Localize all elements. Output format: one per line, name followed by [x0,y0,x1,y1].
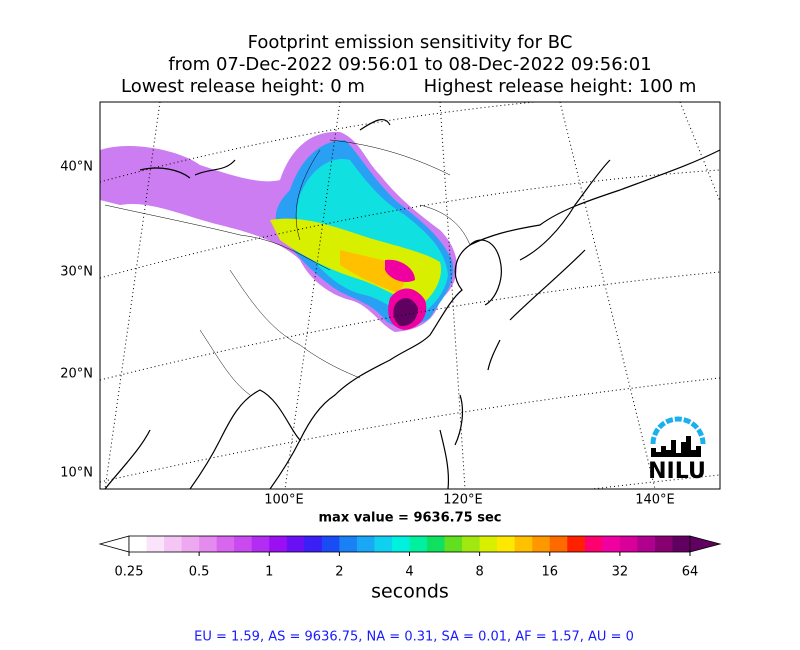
tick-label: 64 [682,565,699,580]
color-step [619,536,638,552]
release-high: Highest release height: 100 m [424,76,697,97]
tick-label: 1 [265,565,273,580]
footer: EU = 1.59, AS = 9636.75, NA = 0.31, SA =… [194,630,634,645]
color-step [532,536,551,552]
color-step [374,536,393,552]
map-frame [99,101,721,490]
tick-label: 16 [541,565,558,580]
color-step [479,536,498,552]
title-line: Footprint emission sensitivity for BC [248,32,573,53]
lon-label: 140°E [635,493,675,508]
color-step [199,536,218,552]
lat-label: 40°N [60,160,93,175]
color-step [269,536,288,552]
extend-high [689,535,722,553]
color-step [321,536,340,552]
lat-label: 10°N [60,466,93,481]
tick-label: 32 [612,565,629,580]
tick-label: 2 [335,565,343,580]
color-step [584,536,603,552]
color-step [514,536,533,552]
color-step [234,536,253,552]
lon-label: 100°E [264,493,304,508]
color-step [216,536,235,552]
color-step [251,536,270,552]
colorbar: 0.25 0.5 1 2 4 8 16 32 64 [98,535,722,580]
lat-label: 20°N [60,367,93,382]
color-step [409,536,428,552]
color-step [391,536,410,552]
color-step [339,536,358,552]
color-step [164,536,183,552]
extend-low [98,535,130,553]
lon-label: 120°E [443,493,483,508]
color-step [602,536,621,552]
lat-label: 30°N [60,265,93,280]
nilu-logo: NILU [648,416,706,484]
color-step [672,536,691,552]
title-line: from 07-Dec-2022 09:56:01 to 08-Dec-2022… [168,54,651,75]
color-step [654,536,673,552]
color-step [444,536,463,552]
color-step [637,536,656,552]
color-step [129,536,148,552]
color-step [356,536,375,552]
max-value: max value = 9636.75 sec [319,511,502,526]
plume [100,131,457,332]
color-step [181,536,200,552]
tick-label: 0.25 [115,565,144,580]
tick-label: 8 [475,565,483,580]
color-step [146,536,165,552]
color-step [567,536,586,552]
map [100,102,720,489]
logo-text: NILU [648,459,706,484]
color-step [549,536,568,552]
tick-label: 0.5 [189,565,210,580]
color-step [462,536,481,552]
color-step [427,536,446,552]
release-low: Lowest release height: 0 m [121,76,365,97]
colorbar-label: seconds [371,581,449,603]
tick-label: 4 [405,565,413,580]
color-step [497,536,516,552]
color-step [286,536,305,552]
color-step [304,536,323,552]
